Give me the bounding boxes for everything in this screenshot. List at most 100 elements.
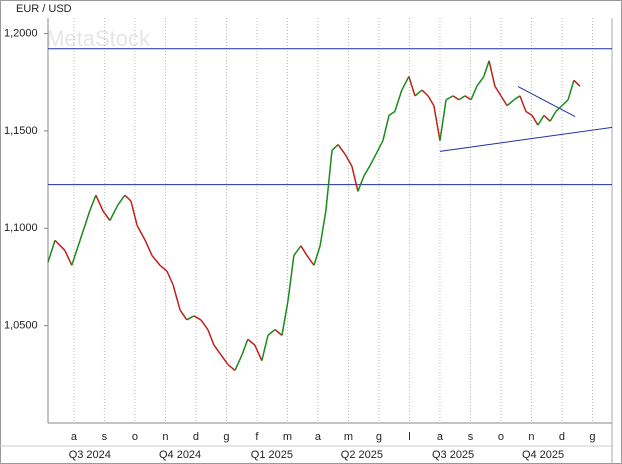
x-tick-label: g	[589, 431, 595, 443]
x-tick-label: l	[408, 431, 410, 443]
price-segment	[159, 264, 168, 272]
price-segment	[408, 76, 416, 97]
x-tick-label: s	[468, 431, 474, 443]
price-segment	[220, 354, 229, 366]
price-segment	[47, 240, 56, 263]
price-segment	[130, 200, 138, 226]
price-segment	[458, 95, 466, 101]
price-segment	[388, 110, 396, 116]
x-tick-label: g	[223, 431, 229, 443]
price-segment	[95, 194, 104, 212]
price-segment	[506, 99, 515, 107]
price-segment	[375, 140, 384, 155]
price-segment	[241, 339, 249, 356]
price-segment	[319, 210, 327, 246]
price-segment	[555, 105, 563, 113]
x-tick-label: o	[498, 431, 504, 443]
y-tick-label: 1,0500	[4, 320, 38, 332]
quarter-label: Q4 2025	[522, 449, 564, 461]
price-segment	[427, 95, 435, 107]
price-segment	[331, 144, 339, 151]
price-segment	[401, 76, 410, 91]
price-segment	[136, 225, 146, 241]
price-segment	[109, 204, 119, 221]
price-segment	[483, 60, 490, 77]
price-segment	[433, 105, 441, 141]
price-segment	[254, 344, 263, 362]
x-tick-label: g	[376, 431, 382, 443]
price-segment	[79, 210, 91, 241]
trendline	[517, 86, 576, 117]
price-segment	[414, 89, 423, 97]
x-tick-label: d	[193, 431, 199, 443]
price-segment	[488, 60, 496, 87]
price-segment	[561, 99, 569, 107]
quarter-label: Q2 2025	[341, 449, 383, 461]
chart-title: EUR / USD	[16, 3, 72, 15]
price-segment	[267, 328, 276, 336]
x-tick-label: o	[132, 431, 138, 443]
watermark: MetaStock	[46, 26, 151, 51]
price-segment	[227, 364, 236, 372]
price-segment	[144, 239, 153, 256]
price-segment	[281, 300, 289, 336]
price-segment	[337, 144, 346, 155]
price-segment	[394, 89, 403, 112]
trendline	[439, 126, 613, 152]
price-segment	[172, 284, 181, 311]
price-segment	[357, 175, 365, 192]
price-segment	[439, 99, 447, 141]
price-segment	[421, 89, 429, 97]
price-segment	[531, 114, 539, 126]
price-segment	[313, 245, 321, 266]
price-segment	[363, 165, 371, 177]
price-segment	[351, 165, 359, 192]
price-segment	[470, 85, 478, 101]
price-segment	[261, 335, 269, 361]
price-segment	[54, 239, 66, 251]
quarter-label: Q4 2024	[159, 449, 201, 461]
price-segment	[500, 95, 508, 107]
x-tick-label: s	[102, 431, 108, 443]
price-segment	[124, 194, 132, 202]
quarter-label: Q3 2025	[432, 449, 474, 461]
quarter-label: Q3 2024	[69, 449, 111, 461]
x-tick-label: m	[283, 431, 292, 443]
price-segment	[274, 328, 283, 336]
price-segment	[247, 338, 256, 346]
price-segment	[234, 354, 243, 371]
price-segment	[300, 245, 308, 256]
price-segment	[193, 315, 202, 321]
price-segment	[71, 240, 81, 266]
price-segment	[117, 194, 126, 206]
x-tick-label: d	[559, 431, 565, 443]
price-segment	[213, 344, 222, 356]
price-segment	[567, 80, 575, 100]
price-segment	[452, 95, 460, 101]
price-segment	[186, 315, 195, 321]
price-segment	[293, 245, 302, 256]
x-tick-label: a	[315, 431, 322, 443]
price-segment	[287, 255, 295, 301]
price-segment	[151, 255, 161, 266]
price-segment	[476, 75, 485, 87]
price-segment	[369, 153, 377, 167]
price-segment	[344, 153, 353, 167]
y-tick-label: 1,2000	[4, 27, 38, 39]
price-segment	[64, 249, 73, 266]
price-segment	[537, 114, 545, 126]
price-segment	[573, 79, 581, 87]
price-segment	[519, 95, 527, 112]
price-segment	[306, 255, 315, 266]
price-segment	[89, 194, 97, 212]
x-tick-label: m	[344, 431, 353, 443]
price-segment	[200, 319, 209, 330]
x-tick-label: n	[162, 431, 168, 443]
price-segment	[445, 95, 454, 101]
price-segment	[543, 114, 551, 122]
price-segment	[513, 95, 521, 101]
y-tick-label: 1,1000	[4, 222, 38, 234]
